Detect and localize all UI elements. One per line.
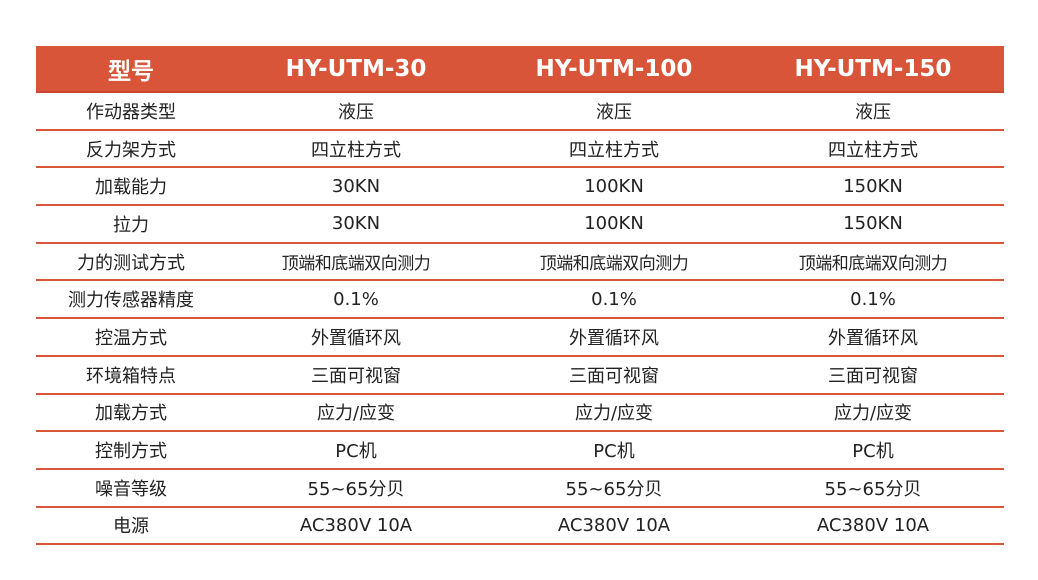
row-label: 力的测试方式 [36, 242, 226, 282]
row-cell: 顶端和底端双向测力 [226, 242, 486, 282]
row-cell: 0.1% [742, 280, 1004, 320]
table-row: 加载方式 应力/应变 应力/应变 应力/应变 [36, 393, 1004, 433]
header-label: 型号 [36, 46, 226, 93]
row-cell: 应力/应变 [742, 393, 1004, 433]
row-label: 反力架方式 [36, 129, 226, 169]
row-cell: AC380V 10A [742, 506, 1004, 546]
row-cell: 应力/应变 [486, 393, 742, 433]
row-cell: PC机 [486, 431, 742, 470]
row-cell: 液压 [486, 92, 742, 131]
row-cell: 顶端和底端双向测力 [742, 242, 1004, 282]
table-row: 拉力 30KN 100KN 150KN [36, 205, 1004, 244]
table-row: 力的测试方式 顶端和底端双向测力 顶端和底端双向测力 顶端和底端双向测力 [36, 242, 1004, 282]
row-cell: 外置循环风 [742, 318, 1004, 357]
row-cell: 55~65分贝 [742, 468, 1004, 508]
table-header-row: 型号 HY-UTM-30 HY-UTM-100 HY-UTM-150 [36, 46, 1004, 93]
table-row: 测力传感器精度 0.1% 0.1% 0.1% [36, 280, 1004, 320]
row-label: 控制方式 [36, 431, 226, 470]
row-cell: 四立柱方式 [486, 129, 742, 169]
header-model-1: HY-UTM-30 [226, 46, 486, 93]
table-row: 电源 AC380V 10A AC380V 10A AC380V 10A [36, 506, 1004, 546]
row-label: 控温方式 [36, 318, 226, 357]
row-cell: 四立柱方式 [742, 129, 1004, 169]
row-label: 拉力 [36, 205, 226, 244]
row-cell: 液压 [226, 92, 486, 131]
row-cell: 0.1% [226, 280, 486, 320]
row-cell: 液压 [742, 92, 1004, 131]
row-cell: 30KN [226, 167, 486, 207]
row-cell: 30KN [226, 205, 486, 244]
row-cell: 三面可视窗 [226, 355, 486, 395]
row-cell: 0.1% [486, 280, 742, 320]
table-row: 环境箱特点 三面可视窗 三面可视窗 三面可视窗 [36, 355, 1004, 395]
row-label: 测力传感器精度 [36, 280, 226, 320]
row-cell: 外置循环风 [486, 318, 742, 357]
row-cell: 150KN [742, 167, 1004, 207]
row-cell: 顶端和底端双向测力 [486, 242, 742, 282]
row-cell: 100KN [486, 167, 742, 207]
row-cell: 四立柱方式 [226, 129, 486, 169]
row-label: 作动器类型 [36, 92, 226, 131]
row-cell: 三面可视窗 [486, 355, 742, 395]
header-model-2: HY-UTM-100 [486, 46, 742, 93]
table-row: 控制方式 PC机 PC机 PC机 [36, 431, 1004, 470]
spec-table: 型号 HY-UTM-30 HY-UTM-100 HY-UTM-150 作动器类型… [36, 46, 1004, 546]
row-label: 加载方式 [36, 393, 226, 433]
table-row: 加载能力 30KN 100KN 150KN [36, 167, 1004, 207]
row-cell: 应力/应变 [226, 393, 486, 433]
row-cell: 100KN [486, 205, 742, 244]
row-cell: 150KN [742, 205, 1004, 244]
row-cell: AC380V 10A [486, 506, 742, 546]
row-cell: 55~65分贝 [486, 468, 742, 508]
table-row: 作动器类型 液压 液压 液压 [36, 92, 1004, 131]
row-cell: 外置循环风 [226, 318, 486, 357]
row-cell: 三面可视窗 [742, 355, 1004, 395]
row-cell: AC380V 10A [226, 506, 486, 546]
header-model-3: HY-UTM-150 [742, 46, 1004, 93]
row-cell: 55~65分贝 [226, 468, 486, 508]
row-cell: PC机 [742, 431, 1004, 470]
table-row: 控温方式 外置循环风 外置循环风 外置循环风 [36, 318, 1004, 357]
row-label: 电源 [36, 506, 226, 546]
row-label: 环境箱特点 [36, 355, 226, 395]
table-row: 反力架方式 四立柱方式 四立柱方式 四立柱方式 [36, 129, 1004, 169]
row-label: 加载能力 [36, 167, 226, 207]
row-label: 噪音等级 [36, 468, 226, 508]
row-cell: PC机 [226, 431, 486, 470]
table-row: 噪音等级 55~65分贝 55~65分贝 55~65分贝 [36, 468, 1004, 508]
